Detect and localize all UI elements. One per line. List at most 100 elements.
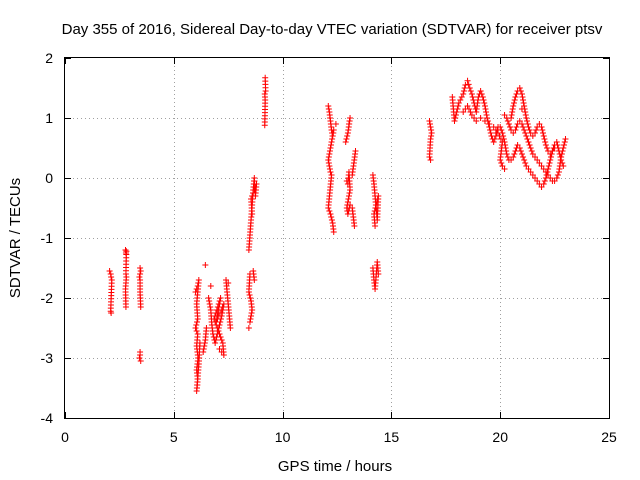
data-point [428, 130, 435, 136]
data-point [262, 88, 269, 94]
data-point [227, 325, 234, 331]
data-point [517, 148, 524, 154]
data-point [491, 136, 498, 142]
data-point [478, 91, 485, 97]
data-point [347, 187, 354, 193]
data-point [252, 184, 259, 190]
data-point [371, 208, 378, 214]
data-point [343, 136, 350, 142]
data-point [503, 151, 510, 157]
data-point [497, 124, 504, 130]
data-point [454, 106, 461, 112]
data-point [332, 121, 339, 127]
data-point [533, 127, 540, 133]
data-point [427, 157, 434, 163]
data-point [426, 154, 433, 160]
data-point [522, 130, 529, 136]
data-point [455, 103, 462, 109]
data-point [525, 139, 532, 145]
data-point [329, 133, 336, 139]
data-point [511, 151, 518, 157]
data-point [136, 274, 143, 280]
data-point [497, 157, 504, 163]
data-point [523, 133, 530, 139]
data-points [106, 74, 569, 394]
data-point [205, 295, 212, 301]
data-point [539, 127, 546, 133]
data-point [327, 211, 334, 217]
data-point [194, 319, 201, 325]
data-point [200, 346, 207, 352]
data-point [201, 343, 208, 349]
data-point [201, 340, 208, 346]
data-point [518, 106, 525, 112]
data-point [330, 130, 337, 136]
data-point [251, 187, 258, 193]
data-point [503, 115, 510, 121]
data-point [374, 196, 381, 202]
data-point [460, 91, 467, 97]
data-point [245, 289, 252, 295]
data-point [213, 322, 220, 328]
x-tick-label: 20 [492, 429, 508, 445]
data-point [467, 88, 474, 94]
data-point [513, 124, 520, 130]
data-point [512, 94, 519, 100]
data-point [326, 151, 333, 157]
data-point [206, 301, 213, 307]
y-tick-label: -3 [41, 350, 54, 366]
data-point [193, 328, 200, 334]
data-point [466, 106, 473, 112]
data-point [330, 127, 337, 133]
x-tick-labels: 0 5 10 15 20 25 [61, 429, 617, 445]
data-point [207, 304, 214, 310]
data-point [261, 122, 268, 129]
data-point [561, 142, 568, 148]
data-point [248, 313, 255, 319]
data-point [349, 172, 356, 178]
data-point [452, 115, 459, 121]
data-point [532, 130, 539, 136]
data-point [106, 268, 113, 274]
data-point [520, 154, 527, 160]
y-tick-label: -2 [41, 290, 54, 306]
data-point [480, 97, 487, 103]
data-point [328, 214, 335, 220]
data-point [543, 145, 550, 151]
data-point [551, 145, 558, 151]
data-point [517, 88, 524, 94]
data-point [481, 103, 488, 109]
data-point [344, 211, 351, 217]
plot-frame [64, 57, 610, 419]
data-point [247, 295, 254, 301]
data-point [216, 331, 223, 337]
data-point [217, 295, 224, 301]
data-point [510, 100, 517, 106]
data-point [521, 157, 528, 163]
data-point [249, 307, 256, 313]
y-tick-labels: -4 -3 -2 -1 0 1 2 [41, 50, 54, 426]
data-point [327, 145, 334, 151]
data-point [326, 163, 333, 169]
data-point [554, 142, 561, 148]
data-point [218, 337, 225, 343]
data-point [246, 292, 253, 298]
data-point [506, 124, 513, 130]
data-point [516, 85, 523, 91]
data-point [427, 121, 434, 127]
data-point [137, 265, 144, 271]
data-point [329, 136, 336, 142]
data-point [192, 325, 199, 331]
data-point [509, 109, 516, 115]
data-point [326, 166, 333, 172]
data-point [345, 121, 352, 127]
data-point [375, 193, 382, 199]
data-point [512, 127, 519, 133]
data-point [347, 115, 354, 121]
data-point [540, 181, 547, 187]
data-point [508, 112, 515, 118]
data-point [466, 85, 473, 91]
data-point [482, 106, 489, 112]
data-point [547, 154, 554, 160]
data-point [542, 142, 549, 148]
